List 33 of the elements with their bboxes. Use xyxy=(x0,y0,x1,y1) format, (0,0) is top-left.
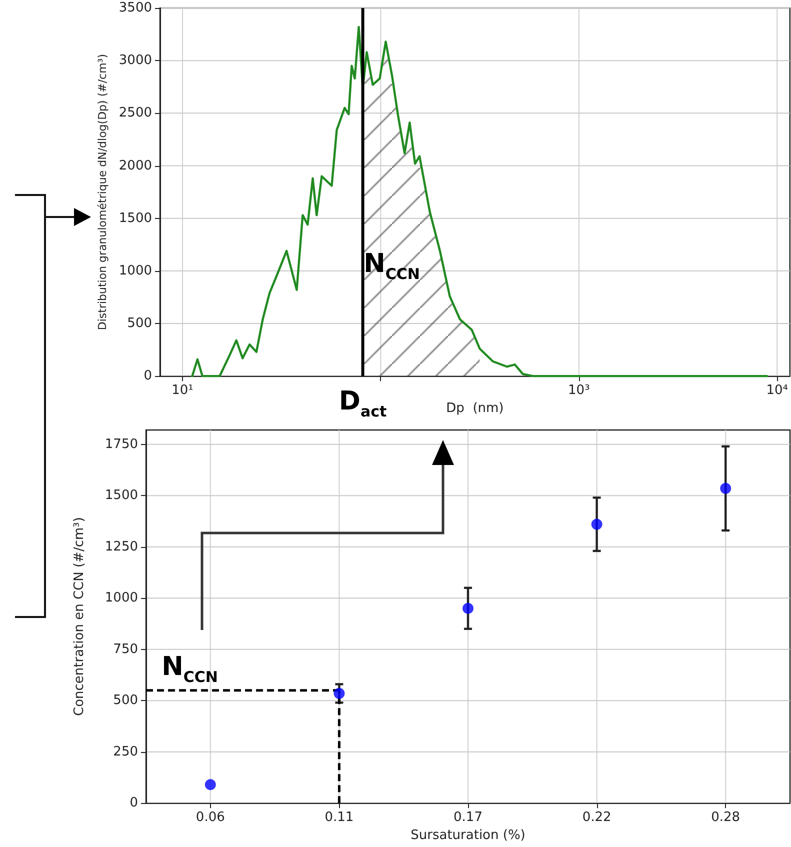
y-tick-label: 500 xyxy=(127,316,152,332)
x-tick-label: 10⁴ xyxy=(766,383,788,398)
point xyxy=(591,518,602,530)
y-tick-label: 1750 xyxy=(104,436,138,452)
x-tick-label: 10¹ xyxy=(172,383,194,398)
point xyxy=(204,779,216,790)
y-tick-label: 1500 xyxy=(118,210,152,226)
y-axis-title: Distribution granulométrique dN/dlog(Dp) (#/cm³) xyxy=(96,54,110,330)
x-tick-label: 0.06 xyxy=(196,810,225,826)
x-tick-label: 0.28 xyxy=(711,810,740,826)
y-tick-label: 1500 xyxy=(104,488,138,504)
y-tick-label: 3000 xyxy=(118,53,152,68)
x-axis-title: Dp (nm) xyxy=(446,401,504,416)
point xyxy=(334,688,345,699)
y-tick-label: 2500 xyxy=(118,106,152,121)
point xyxy=(720,482,732,494)
y-axis-title: Concentration en CCN (#/cm³) xyxy=(72,517,87,716)
y-tick-label: 0 xyxy=(144,368,152,384)
y-tick-label: 500 xyxy=(113,693,138,708)
y-tick-label: 250 xyxy=(113,744,138,760)
y-tick-label: 0 xyxy=(130,796,138,811)
x-axis-title: Sursaturation (%) xyxy=(410,828,526,843)
point xyxy=(462,602,474,614)
y-tick-label: 3500 xyxy=(118,0,152,16)
y-tick-label: 2000 xyxy=(118,158,152,174)
x-tick-label: 0.11 xyxy=(324,810,354,826)
x-tick-label: 0.17 xyxy=(454,810,482,826)
y-tick-label: 1250 xyxy=(104,539,138,554)
y-tick-label: 750 xyxy=(113,642,138,657)
y-tick-label: 1000 xyxy=(104,590,138,606)
x-tick-label: 0.22 xyxy=(582,810,612,826)
y-tick-label: 1000 xyxy=(118,263,152,278)
x-tick-label: 10³ xyxy=(568,383,590,398)
